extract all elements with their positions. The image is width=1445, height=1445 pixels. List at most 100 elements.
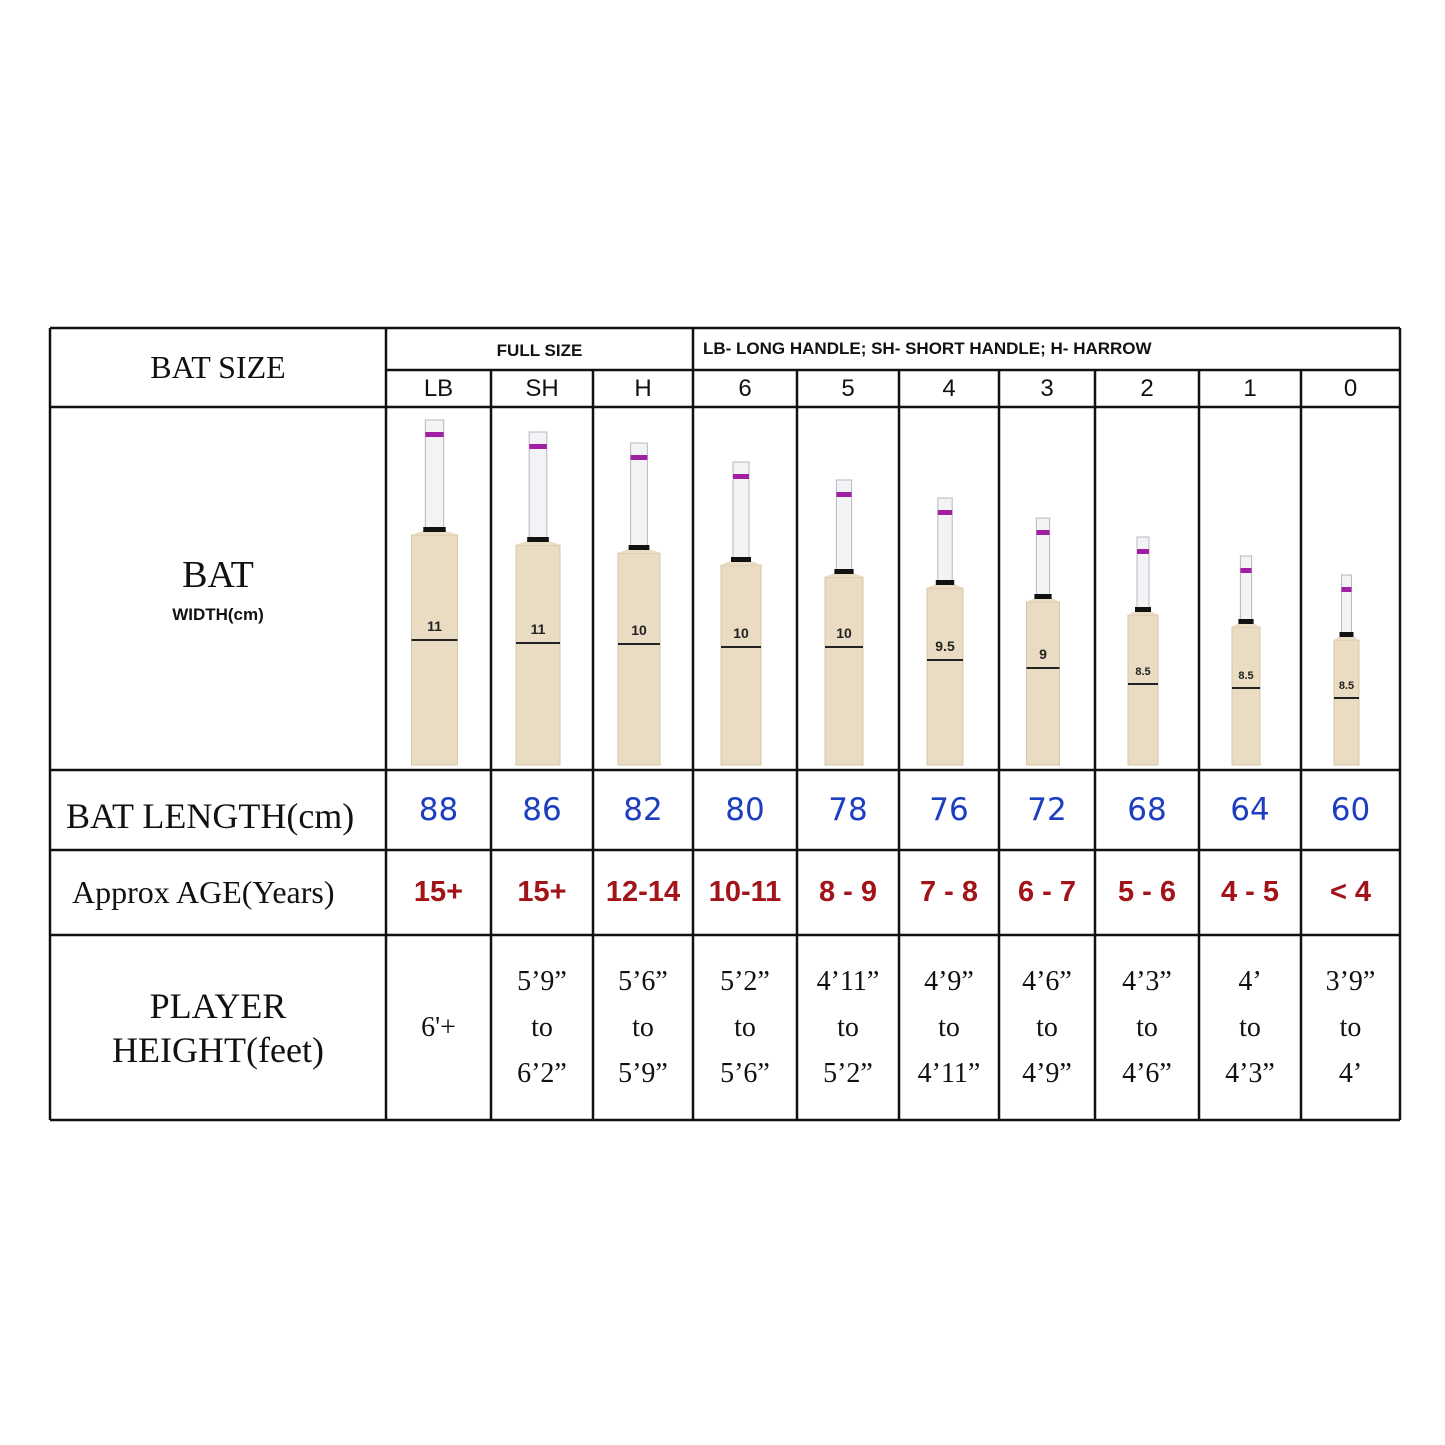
bat-length: 88 [386,770,491,850]
group-header: LB- LONG HANDLE; SH- SHORT HANDLE; H- HA… [693,328,1400,370]
size-header: 2 [1095,370,1199,407]
height-line: 6'+ [421,1011,456,1043]
height-line: to [1239,1011,1261,1043]
width-label: 9 [1039,646,1047,662]
width-label: 8.5 [1238,670,1253,682]
header: LB- LONG HANDLE; SH- SHORT HANDLE; H- HA… [703,339,1152,358]
size-header: 4 [899,370,999,407]
handle-collar [628,545,650,550]
handle-collar [834,569,854,574]
width-label: 8.5 [1135,666,1150,678]
size: 5 [841,374,855,402]
bat-size-label: BAT SIZE [50,328,386,407]
bat-blade [411,534,458,766]
length: 60 [1330,792,1371,828]
height-line: 4’3” [1225,1057,1275,1089]
height-line: 5’9” [618,1057,668,1089]
player-height: 6'+ [386,935,491,1120]
player-height: 5’2” to 5’6” [693,935,797,1120]
handle-collar [423,527,446,532]
handle-band [425,432,444,437]
label: HEIGHT(feet) [112,1029,324,1070]
age: < 4 [1329,876,1372,908]
size-header: 5 [797,370,899,407]
age: 15+ [491,850,593,935]
height-line: to [632,1011,654,1043]
length: 72 [1027,792,1067,828]
height-line: 4’11” [816,965,880,997]
age-label: Approx AGE(Years) [50,850,386,935]
bat-length: 78 [797,770,899,850]
length: 82 [623,792,663,828]
height-line: 4’3” [1122,965,1172,997]
bat-length: 72 [999,770,1095,850]
age: 12-14 [605,876,681,908]
height-line: 4’ [1338,1057,1363,1089]
player-height: 4’6” to 4’9” [999,935,1095,1120]
bat-length: 76 [899,770,999,850]
length: 68 [1127,792,1167,828]
height-line: to [734,1011,756,1043]
size: 6 [738,374,752,402]
bat-blade [926,587,964,766]
label: BAT LENGTH(cm) [66,796,355,836]
age: 8 - 9 [818,876,878,908]
bat-length: 68 [1095,770,1199,850]
size-header: 3 [999,370,1095,407]
size-header: 1 [1199,370,1301,407]
handle-collar [1238,619,1254,624]
bat-length: 80 [693,770,797,850]
player-height: 4’ to 4’3” [1199,935,1301,1120]
width-label: 8.5 [1339,680,1354,692]
length: 64 [1230,792,1270,828]
player-height: 5’6” to 5’9” [593,935,693,1120]
size-header: H [593,370,693,407]
height-line: to [1036,1011,1058,1043]
age: 7 - 8 [899,850,999,935]
height-line: to [1339,1011,1362,1043]
bat-blade [1231,626,1261,766]
size: 2 [1140,374,1154,402]
label: WIDTH(cm) [172,604,264,624]
handle-collar [935,580,955,585]
bat-length: 60 [1301,770,1400,850]
bat-handle [1341,574,1352,637]
width-label: 9.5 [935,638,955,654]
label: BAT SIZE [150,349,286,385]
width-label: 10 [631,622,647,638]
handle-band [1036,530,1050,535]
height-line: to [837,1011,859,1043]
height-line: 5’6” [720,1057,770,1089]
size: LB [423,374,454,402]
bat-blade [1333,639,1360,766]
age: 15+ [413,876,464,908]
age: 8 - 9 [797,850,899,935]
handle-collar [1339,632,1354,637]
size: SH [525,374,559,402]
age: 12-14 [593,850,693,935]
width-label: 10 [836,625,852,641]
label: PLAYER [149,985,287,1026]
header: FULL SIZE [496,341,583,360]
height-line: 4’9” [924,965,974,997]
player-height: 4’3” to 4’6” [1095,935,1199,1120]
handle-band [937,510,953,515]
handle-band [1240,568,1252,573]
bat-blade [515,544,561,766]
size-header: 0 [1301,370,1400,407]
height-line: to [531,1011,553,1043]
handle-band [1341,587,1352,592]
handle-collar [527,537,549,542]
player-height: 5’9” to 6’2” [491,935,593,1120]
bat-shoulder [516,540,560,545]
height-line: 4’6” [1122,1057,1172,1089]
size: 0 [1343,374,1358,402]
bat-length: 82 [593,770,693,850]
size: 1 [1243,374,1257,402]
handle-collar [1034,594,1052,599]
height-line: 5’9” [517,965,567,997]
size-header: LB [386,370,491,407]
size: H [634,374,652,402]
